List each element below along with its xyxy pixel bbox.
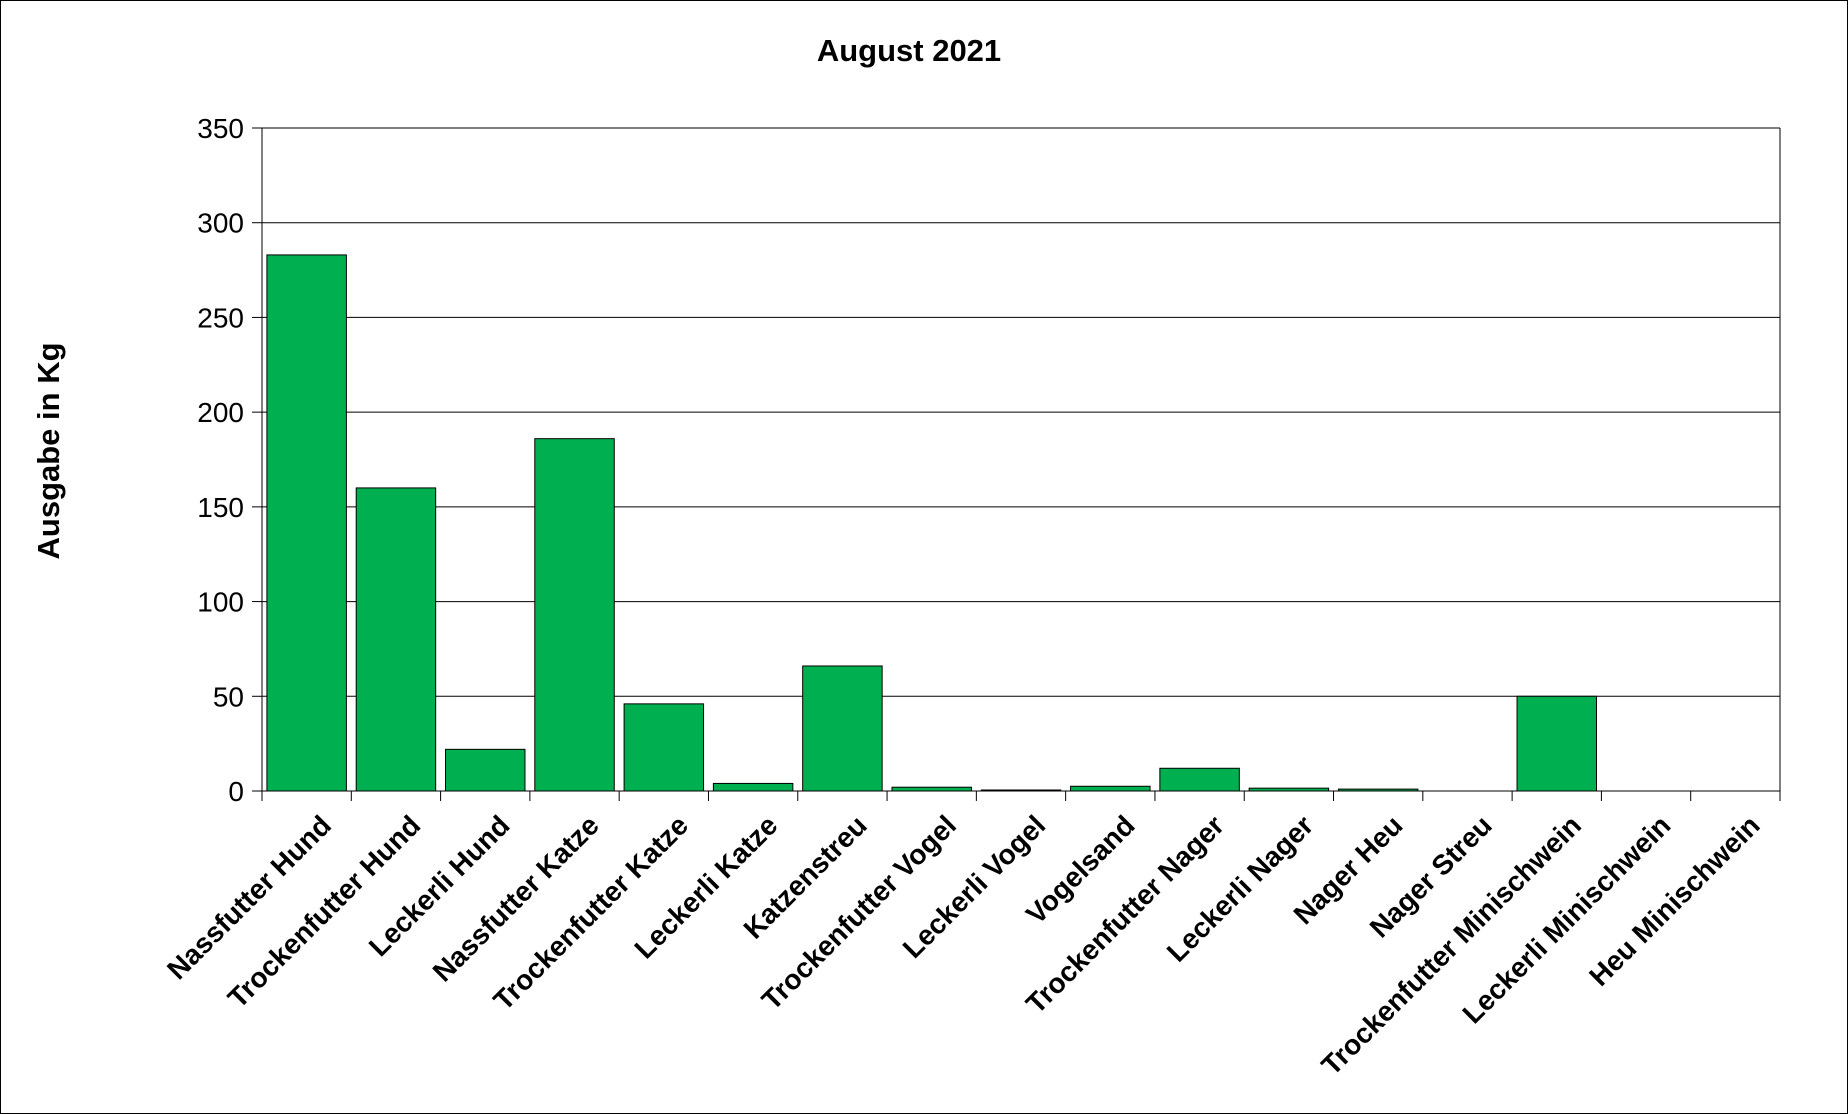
chart-title: August 2021 — [817, 33, 1001, 68]
y-axis-label: Ausgabe in Kg — [31, 342, 66, 559]
axes — [252, 127, 1781, 801]
y-tick-label: 350 — [197, 113, 244, 144]
bar — [712, 782, 794, 792]
y-tick-labels: 0 50 100 150 200 250 300 350 — [197, 113, 244, 807]
y-tick-label: 200 — [197, 397, 244, 428]
y-tick-label: 0 — [228, 776, 244, 807]
bar — [444, 748, 526, 792]
bar — [1070, 785, 1151, 792]
y-tick-label: 100 — [197, 587, 244, 618]
x-tick-label: Nassfutter Hund — [161, 809, 337, 985]
bar — [355, 487, 437, 792]
y-tick-label: 50 — [213, 681, 244, 712]
bar — [534, 438, 615, 792]
y-tick-label: 250 — [197, 302, 244, 333]
bars — [266, 254, 1598, 792]
bar — [891, 786, 972, 792]
gridlines — [262, 127, 1780, 697]
bar — [623, 703, 705, 792]
y-tick-label: 300 — [197, 208, 244, 239]
bar — [1516, 695, 1598, 792]
y-tick-label: 150 — [197, 492, 244, 523]
bar — [802, 665, 883, 792]
x-tick-label: Nassfutter Katze — [427, 809, 605, 987]
x-tick-label: Heu Minischwein — [1583, 809, 1766, 992]
bar — [1159, 767, 1240, 792]
bar — [266, 254, 347, 792]
